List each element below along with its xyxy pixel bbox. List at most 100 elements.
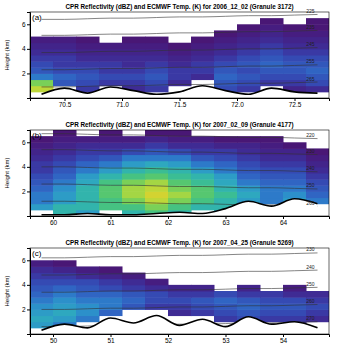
reflectivity-cell: [53, 67, 77, 74]
reflectivity-cell: [30, 297, 54, 304]
reflectivity-cell: [30, 173, 54, 180]
y-axis-line: [27, 249, 31, 335]
reflectivity-cell: [237, 49, 261, 56]
reflectivity-cell: [53, 142, 77, 149]
x-tick-label: 51: [107, 337, 115, 344]
temperature-contour: [42, 48, 318, 53]
reflectivity-cell: [283, 155, 307, 162]
reflectivity-cell: [168, 73, 192, 80]
y-tick-label: 2: [22, 188, 26, 195]
contour-label: 250: [306, 182, 315, 188]
reflectivity-cell: [76, 198, 100, 205]
reflectivity-cell: [145, 55, 169, 62]
reflectivity-cell: [260, 191, 284, 198]
reflectivity-cell: [260, 161, 284, 168]
reflectivity-cell: [145, 86, 169, 93]
reflectivity-cell: [214, 198, 238, 205]
x-tick-label: 72.5: [289, 101, 302, 108]
reflectivity-cell: [283, 191, 307, 198]
reflectivity-cell: [53, 198, 77, 205]
contour-label: 230: [306, 246, 315, 252]
reflectivity-cell: [122, 291, 146, 298]
reflectivity-cell: [306, 49, 329, 56]
reflectivity-cell: [122, 279, 146, 286]
reflectivity-cell: [237, 148, 261, 155]
reflectivity-cell: [191, 179, 215, 186]
y-tick-label: 4: [22, 163, 26, 170]
reflectivity-cell: [237, 43, 261, 50]
reflectivity-cell: [76, 309, 100, 316]
reflectivity-cell: [30, 204, 54, 211]
reflectivity-cell: [53, 191, 77, 198]
y-tick-mark: [27, 285, 30, 286]
x-tick-label: 61: [107, 219, 115, 226]
reflectivity-cell: [145, 61, 169, 68]
y-tick: 2: [22, 306, 30, 313]
reflectivity-cell: [30, 179, 54, 186]
reflectivity-cell: [214, 55, 238, 62]
reflectivity-cell: [306, 297, 329, 304]
reflectivity-cell: [122, 155, 146, 162]
reflectivity-cell: [53, 297, 77, 304]
reflectivity-cell: [237, 185, 261, 192]
y-tick-mark: [27, 260, 30, 261]
reflectivity-cell: [30, 80, 54, 87]
x-tick: 72.5: [289, 98, 302, 108]
reflectivity-cell: [30, 285, 54, 292]
x-tick: 53: [222, 334, 230, 344]
reflectivity-cell: [122, 185, 146, 192]
reflectivity-cell: [306, 316, 329, 323]
y-tick: 2: [22, 188, 30, 195]
x-tick: 51: [107, 334, 115, 344]
reflectivity-cell: [122, 303, 146, 310]
y-tick-label: 4: [22, 45, 26, 52]
reflectivity-cell: [53, 260, 77, 267]
x-tick-label: 71.0: [116, 101, 129, 108]
y-axis-title: Height (km): [4, 157, 10, 188]
reflectivity-cell: [214, 37, 238, 44]
reflectivity-cell: [191, 285, 215, 292]
x-tick-label: 54: [280, 337, 288, 344]
reflectivity-cell: [53, 185, 77, 192]
reflectivity-cell: [306, 155, 329, 162]
reflectivity-cell: [237, 309, 261, 316]
reflectivity-cell: [122, 148, 146, 155]
y-axis-line: [27, 131, 31, 217]
reflectivity-cell: [191, 167, 215, 174]
reflectivity-cell: [214, 43, 238, 50]
reflectivity-cell: [260, 309, 284, 316]
x-tick: 63: [222, 216, 230, 226]
reflectivity-cell: [191, 67, 215, 74]
reflectivity-cell: [237, 24, 261, 31]
reflectivity-cell: [145, 43, 169, 50]
y-tick-mark: [27, 167, 30, 168]
x-tick: 71.0: [116, 98, 129, 108]
reflectivity-cell: [76, 43, 100, 50]
reflectivity-cell: [30, 266, 54, 273]
reflectivity-cell: [168, 198, 192, 205]
reflectivity-cell: [76, 136, 100, 143]
y-axis: 246: [22, 13, 31, 99]
reflectivity-cell: [145, 179, 169, 186]
x-tick: 60: [50, 216, 58, 226]
reflectivity-cell: [99, 266, 123, 273]
reflectivity-cell: [214, 173, 238, 180]
reflectivity-cell: [191, 198, 215, 205]
reflectivity-cell: [214, 30, 238, 37]
reflectivity-cell: [214, 148, 238, 155]
reflectivity-cell: [283, 37, 307, 44]
reflectivity-cell: [191, 161, 215, 168]
reflectivity-cell: [168, 155, 192, 162]
reflectivity-cell: [99, 155, 123, 162]
reflectivity-cell: [30, 167, 54, 174]
contour-label: 260: [306, 200, 315, 206]
terrain-line: [42, 316, 318, 331]
reflectivity-cell: [30, 273, 54, 280]
reflectivity-cell: [122, 198, 146, 205]
reflectivity-cell: [237, 297, 261, 304]
reflectivity-cell: [76, 155, 100, 162]
reflectivity-cell: [237, 161, 261, 168]
terrain-line: [42, 199, 318, 215]
reflectivity-cell: [237, 285, 261, 292]
reflectivity-cell: [76, 80, 100, 87]
